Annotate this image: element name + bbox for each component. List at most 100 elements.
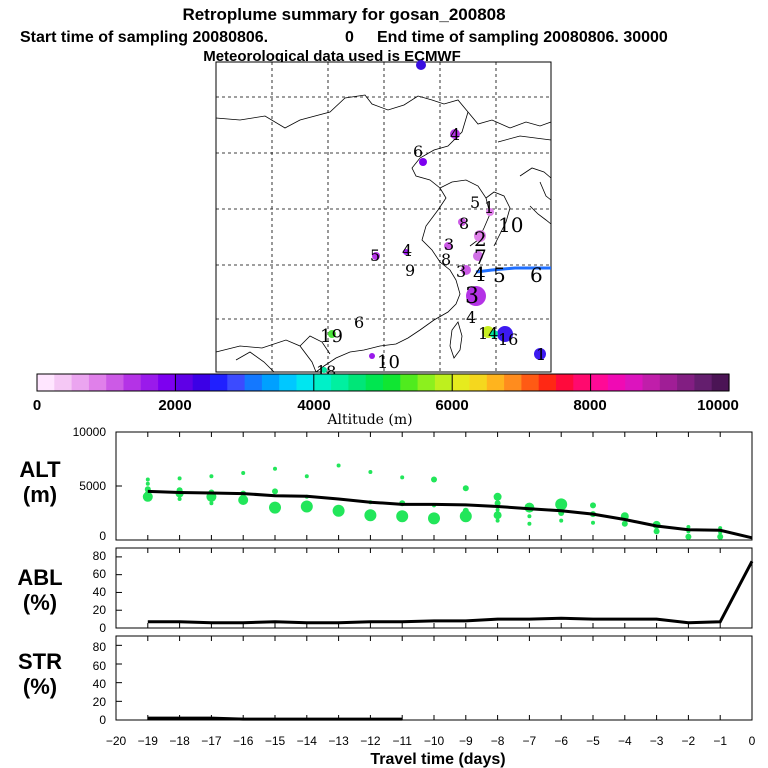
colorbar-swatch bbox=[279, 374, 298, 391]
alt-y-tick: 5000 bbox=[79, 479, 106, 493]
time-series-panels: ALT (m) ABL (%) STR (%) 10000 5000 0 80 … bbox=[17, 425, 755, 768]
colorbar-tick: 4000 bbox=[297, 397, 330, 414]
alt-y-tick: 0 bbox=[99, 529, 106, 543]
alt-scatter-point bbox=[300, 500, 313, 513]
alt-mean-line bbox=[147, 489, 753, 540]
colorbar-swatch bbox=[192, 374, 211, 391]
alt-scatter-point bbox=[209, 474, 214, 479]
map-point-label: 7 bbox=[474, 245, 487, 269]
colorbar-swatch bbox=[313, 374, 332, 391]
x-tick-label: −12 bbox=[360, 734, 381, 748]
map-point-label: 3 bbox=[465, 284, 479, 309]
map-graticule bbox=[216, 62, 551, 372]
abl-y-tick: 80 bbox=[93, 549, 107, 563]
colorbar-tick: 2000 bbox=[158, 397, 191, 414]
colorbar-tick: 8000 bbox=[573, 397, 606, 414]
str-axis-label: STR bbox=[18, 649, 62, 674]
colorbar-swatch bbox=[607, 374, 626, 391]
alt-scatter-point bbox=[527, 521, 532, 526]
colorbar-swatch bbox=[659, 374, 678, 391]
map-markers bbox=[321, 60, 546, 373]
map-point-label: 19 bbox=[320, 326, 343, 347]
colorbar-swatch bbox=[556, 374, 574, 391]
map-point-label: 5 bbox=[470, 193, 480, 212]
colorbar-swatch bbox=[434, 374, 453, 391]
map-marker bbox=[486, 208, 494, 216]
x-tick-label: −18 bbox=[169, 734, 190, 748]
map-marker bbox=[403, 249, 409, 255]
alt-y-ticks: 10000 5000 0 bbox=[73, 425, 107, 543]
colorbar-swatch bbox=[452, 374, 471, 391]
map-point-label: 4 bbox=[466, 308, 476, 327]
start-time-label: Start time of sampling 20080806. bbox=[20, 29, 268, 46]
alt-scatter-point bbox=[495, 507, 500, 512]
x-tick-label: −16 bbox=[233, 734, 254, 748]
map-marker bbox=[497, 326, 513, 342]
alt-scatter-point bbox=[591, 520, 595, 525]
colorbar-swatch bbox=[642, 374, 661, 391]
colorbar-swatch bbox=[383, 374, 401, 391]
alt-scatter-point bbox=[493, 511, 502, 520]
alt-scatter-point bbox=[368, 470, 373, 474]
map-point-label: 4 bbox=[450, 125, 460, 144]
abl-y-tick: 20 bbox=[93, 603, 107, 617]
colorbar-swatch bbox=[711, 374, 730, 391]
alt-scatter-point bbox=[653, 528, 660, 535]
colorbar-swatch bbox=[261, 374, 280, 391]
x-tick-label: −5 bbox=[586, 734, 600, 748]
map-point-label: 8 bbox=[459, 214, 469, 233]
alt-scatter-point bbox=[332, 504, 345, 517]
alt-scatter-point bbox=[621, 520, 628, 527]
abl-y-tick: 40 bbox=[93, 585, 107, 599]
colorbar-swatch bbox=[158, 374, 176, 391]
x-tick-label: −8 bbox=[491, 734, 505, 748]
colorbar-swatch bbox=[486, 374, 505, 391]
colorbar-swatch bbox=[88, 374, 107, 391]
colorbar-tick: 0 bbox=[33, 397, 41, 414]
abl-axis-unit: (%) bbox=[23, 590, 57, 615]
colorbar-swatch bbox=[573, 374, 592, 391]
x-tick-label: −20 bbox=[106, 734, 127, 748]
alt-axis-unit: (m) bbox=[23, 482, 57, 507]
colorbar-swatch bbox=[331, 374, 349, 391]
map-marker bbox=[458, 218, 466, 226]
alt-scatter-point bbox=[269, 501, 281, 514]
end-time-label: End time of sampling 20080806. 30000 bbox=[377, 29, 668, 46]
x-tick-label: −1 bbox=[713, 734, 727, 748]
met-data-line: Meteorological data used is ECMWF bbox=[203, 48, 461, 65]
alt-scatter-point bbox=[717, 533, 724, 540]
map-marker bbox=[328, 330, 336, 338]
alt-scatter-point bbox=[238, 495, 249, 505]
map-point-label: 8 bbox=[441, 250, 451, 269]
altitude-colorbar bbox=[37, 374, 730, 391]
colorbar-swatch bbox=[538, 374, 557, 391]
map-point-label: 6 bbox=[354, 313, 364, 332]
colorbar-swatch bbox=[54, 374, 73, 391]
alt-scatter-point bbox=[431, 476, 437, 483]
alt-scatter-point bbox=[559, 518, 564, 523]
map-point-label: 2 bbox=[474, 227, 487, 251]
x-tick-label: −2 bbox=[682, 734, 696, 748]
alt-scatter-point bbox=[527, 514, 532, 519]
figure-title: Retroplume summary for gosan_200808 bbox=[182, 5, 505, 24]
map-marker bbox=[321, 367, 327, 373]
str-line bbox=[147, 716, 403, 721]
map-marker bbox=[474, 230, 486, 242]
map-marker bbox=[419, 158, 427, 166]
map-panel: 4 6 1 10 8 2 7 5 4 9 3 8 5 3 4 5 6 3 4 1… bbox=[215, 60, 552, 381]
str-y-tick: 40 bbox=[93, 677, 107, 691]
map-point-label: 1 bbox=[536, 345, 546, 364]
alt-scatter-point bbox=[142, 491, 153, 502]
str-panel-frame bbox=[115, 635, 753, 721]
alt-scatter-point bbox=[272, 488, 278, 495]
x-tick-label: −19 bbox=[138, 734, 159, 748]
abl-panel-frame bbox=[115, 547, 753, 629]
map-marker bbox=[416, 60, 426, 70]
alt-scatter-point bbox=[462, 485, 469, 492]
colorbar-swatch bbox=[106, 374, 125, 391]
str-axis-unit: (%) bbox=[23, 674, 57, 699]
map-marker bbox=[473, 251, 483, 261]
alt-scatter-point bbox=[273, 466, 277, 471]
colorbar-swatch bbox=[590, 374, 609, 391]
